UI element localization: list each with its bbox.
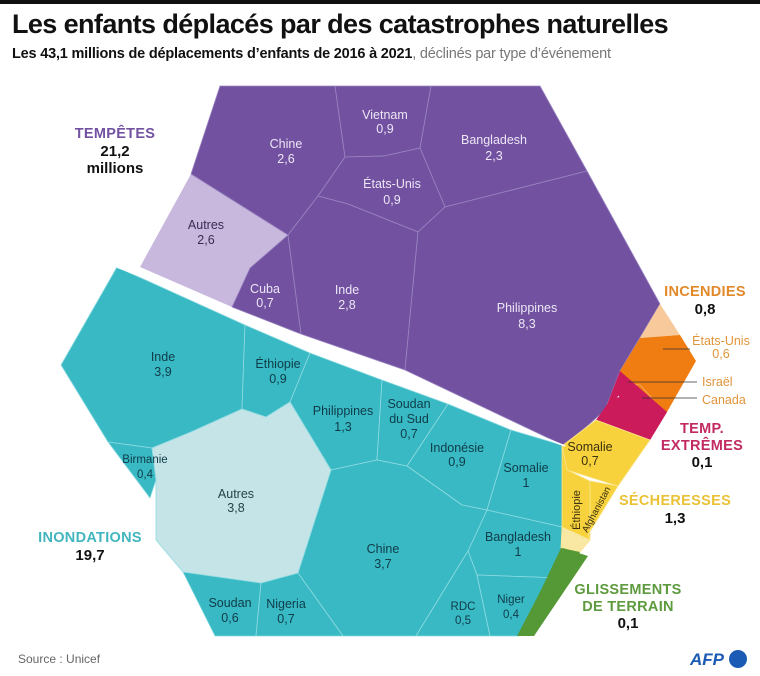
- category-incendies-name: INCENDIES: [664, 284, 746, 300]
- label-incendies-israel: Israël: [702, 375, 733, 389]
- cell-inondations-autres: [151, 401, 332, 584]
- label-tempetes-autres: Autres: [188, 218, 224, 232]
- value-inondations-soudan: 0,6: [221, 611, 238, 625]
- category-tempetes-unit: millions: [86, 159, 144, 177]
- category-secheresses: SÉCHERESSES 1,3: [616, 493, 734, 527]
- value-inondations-ethiopie: 0,9: [269, 372, 286, 386]
- category-inondations: INONDATIONS 19,7: [30, 530, 150, 564]
- value-inondations-autres: 3,8: [227, 501, 244, 515]
- value-inondations-philippines: 1,3: [334, 420, 351, 434]
- value-tempetes-chine: 2,6: [277, 152, 294, 166]
- label-inondations-indonesie: Indonésie: [430, 441, 484, 455]
- label-tempetes-philippines: Philippines: [497, 301, 557, 315]
- label-inondations-nigeria: Nigeria: [266, 597, 306, 611]
- cell-tempetes-autres: [140, 174, 288, 307]
- category-incendies: INCENDIES 0,8: [655, 284, 755, 318]
- page-title: Les enfants déplacés par des catastrophe…: [12, 9, 669, 39]
- label-tempetes-chine: Chine: [270, 137, 303, 151]
- category-temp-extremes-line1: TEMP.: [680, 421, 724, 437]
- afp-logo-text: AFP: [690, 650, 725, 669]
- value-incendies-etats-unis: 0,6: [712, 347, 729, 361]
- group-inondations: [60, 266, 566, 637]
- label-inondations-soudan-du-sud-2: du Sud: [389, 412, 429, 426]
- label-inondations-rdc: RDC: [451, 601, 476, 613]
- value-inondations-birmanie: 0,4: [137, 469, 154, 481]
- label-inondations-ethiopie: Éthiopie: [255, 356, 300, 371]
- category-glissements: GLISSEMENTS DE TERRAIN 0,1: [568, 582, 688, 633]
- value-tempetes-vietnam: 0,9: [376, 122, 393, 136]
- value-inondations-somalie: 1: [523, 476, 530, 490]
- label-tempetes-etats-unis: États-Unis: [363, 176, 421, 191]
- label-incendies-canada: Canada: [702, 393, 746, 407]
- label-inondations-philippines: Philippines: [313, 404, 373, 418]
- source-note: Source : Unicef: [18, 652, 101, 666]
- label-inondations-soudan: Soudan: [208, 596, 251, 610]
- separator-tempetes-inondations: [116, 266, 566, 447]
- value-tempetes-inde: 2,8: [338, 298, 355, 312]
- category-temp-extremes: TEMP. EXTRÊMES 0,1: [660, 421, 744, 472]
- label-tempetes-inde: Inde: [335, 283, 359, 297]
- label-inondations-chine: Chine: [367, 542, 400, 556]
- category-glissements-line2: DE TERRAIN: [582, 598, 674, 615]
- label-inondations-bangladesh: Bangladesh: [485, 530, 551, 544]
- subtitle-bold: Les 43,1 millions de déplacements d’enfa…: [12, 46, 413, 62]
- value-tempetes-autres: 2,6: [197, 233, 214, 247]
- label-secheresses-somalie: Somalie: [567, 440, 612, 454]
- category-secheresses-value: 1,3: [664, 509, 686, 527]
- value-inondations-rdc: 0,5: [455, 615, 471, 627]
- value-tempetes-cuba: 0,7: [256, 296, 273, 310]
- category-inondations-value: 19,7: [75, 546, 105, 564]
- label-inondations-inde: Inde: [151, 350, 175, 364]
- value-inondations-bangladesh: 1: [515, 545, 522, 559]
- value-inondations-inde: 3,9: [154, 365, 171, 379]
- label-incendies-etats-unis: États-Unis: [692, 333, 750, 348]
- label-tempetes-bangladesh: Bangladesh: [461, 133, 527, 147]
- label-inondations-soudan-du-sud-1: Soudan: [387, 397, 430, 411]
- category-tempetes: TEMPÊTES 21,2 millions: [70, 126, 160, 177]
- category-temp-extremes-line2: EXTRÊMES: [660, 437, 744, 454]
- category-secheresses-name: SÉCHERESSES: [618, 493, 732, 509]
- category-temp-extremes-value: 0,1: [691, 454, 713, 472]
- label-tempetes-cuba: Cuba: [250, 282, 280, 296]
- value-tempetes-bangladesh: 2,3: [485, 149, 502, 163]
- value-inondations-chine: 3,7: [374, 557, 391, 571]
- label-inondations-autres: Autres: [218, 487, 254, 501]
- cell-glissements-body: [517, 548, 588, 636]
- page-subtitle: Les 43,1 millions de déplacements d’enfa…: [12, 46, 611, 62]
- value-inondations-nigeria: 0,7: [277, 612, 294, 626]
- afp-logo: AFP: [690, 650, 747, 669]
- label-tempetes-vietnam: Vietnam: [362, 108, 408, 122]
- category-tempetes-value: 21,2: [100, 142, 130, 160]
- value-tempetes-etats-unis: 0,9: [383, 193, 400, 207]
- group-tempetes: [140, 85, 661, 447]
- label-secheresses-ethiopie: Éthiopie: [570, 490, 583, 530]
- label-inondations-niger: Niger: [497, 594, 525, 606]
- category-tempetes-name: TEMPÊTES: [74, 126, 156, 142]
- cell-secheresses-afghanistan: [587, 480, 619, 541]
- category-inondations-name: INONDATIONS: [38, 530, 142, 546]
- value-secheresses-somalie: 0,7: [581, 454, 598, 468]
- divider-canada: [639, 384, 653, 399]
- value-inondations-soudan-du-sud: 0,7: [400, 427, 417, 441]
- subtitle-light: , déclinés par type d’événement: [412, 46, 611, 62]
- value-inondations-indonesie: 0,9: [448, 455, 465, 469]
- cell-secheresses-somalie: [561, 419, 651, 487]
- value-inondations-niger: 0,4: [503, 609, 520, 621]
- label-inondations-birmanie: Birmanie: [122, 454, 167, 466]
- category-glissements-value: 0,1: [617, 615, 639, 633]
- category-glissements-line1: GLISSEMENTS: [574, 582, 682, 598]
- cell-incendies-light: [640, 304, 680, 338]
- value-tempetes-philippines: 8,3: [518, 317, 535, 331]
- group-secheresses: [560, 419, 651, 553]
- top-rule: [0, 0, 760, 4]
- category-incendies-value: 0,8: [694, 300, 716, 318]
- label-inondations-somalie: Somalie: [503, 461, 548, 475]
- cell-temp-extremes-fix: [596, 396, 667, 440]
- afp-logo-dot: [729, 650, 747, 668]
